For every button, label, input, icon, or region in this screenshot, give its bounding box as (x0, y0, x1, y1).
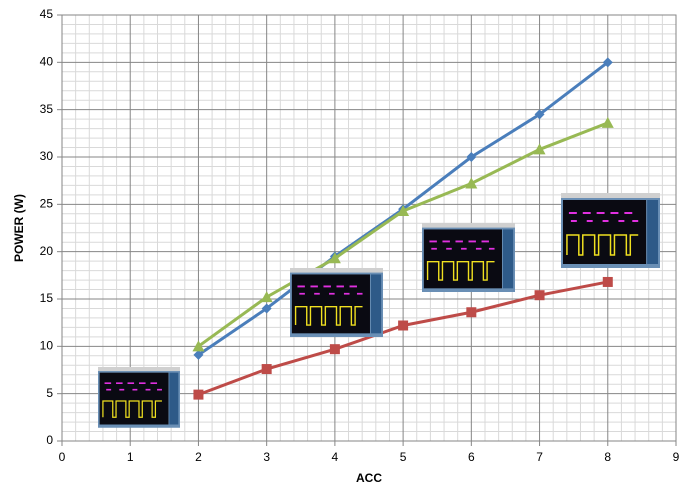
y-tick-label: 0 (46, 433, 53, 447)
x-tick-label: 4 (332, 450, 339, 464)
y-tick-label: 45 (40, 7, 54, 21)
scope-thumbnail (560, 192, 661, 269)
data-marker (398, 320, 409, 331)
x-tick-label: 8 (604, 450, 611, 464)
x-tick-label: 7 (536, 450, 543, 464)
data-marker (601, 116, 614, 128)
x-tick-label: 5 (400, 450, 407, 464)
y-tick-label: 5 (46, 386, 53, 400)
scope-thumbnail (421, 222, 516, 293)
x-tick-label: 6 (468, 450, 475, 464)
data-marker (193, 389, 204, 400)
data-marker (260, 291, 273, 303)
data-marker (602, 57, 613, 68)
scope-thumbnail (289, 267, 384, 338)
data-marker (329, 344, 340, 355)
data-marker (193, 349, 204, 360)
y-tick-label: 25 (40, 197, 54, 211)
data-marker (602, 276, 613, 287)
data-marker (192, 340, 205, 352)
y-tick-label: 15 (40, 291, 54, 305)
y-tick-label: 30 (40, 149, 54, 163)
y-tick-label: 10 (40, 339, 54, 353)
x-tick-label: 2 (195, 450, 202, 464)
x-tick-label: 1 (127, 450, 134, 464)
x-tick-label: 9 (673, 450, 680, 464)
data-marker (465, 177, 478, 189)
plot-border (61, 14, 677, 442)
y-tick-label: 40 (40, 55, 54, 69)
data-marker (261, 303, 272, 314)
scope-thumbnail (97, 366, 181, 429)
data-marker (534, 109, 545, 120)
x-tick-label: 3 (263, 450, 270, 464)
data-marker (466, 307, 477, 318)
data-marker (534, 290, 545, 301)
data-marker (466, 152, 477, 162)
y-axis-title: POWER (W) (12, 194, 26, 262)
data-marker (397, 204, 410, 216)
data-marker (533, 143, 546, 155)
data-marker (261, 364, 272, 375)
y-tick-label: 35 (40, 102, 54, 116)
x-axis-title: ACC (356, 471, 382, 485)
data-marker (328, 252, 341, 264)
y-tick-label: 20 (40, 244, 54, 258)
x-tick-label: 0 (59, 450, 66, 464)
